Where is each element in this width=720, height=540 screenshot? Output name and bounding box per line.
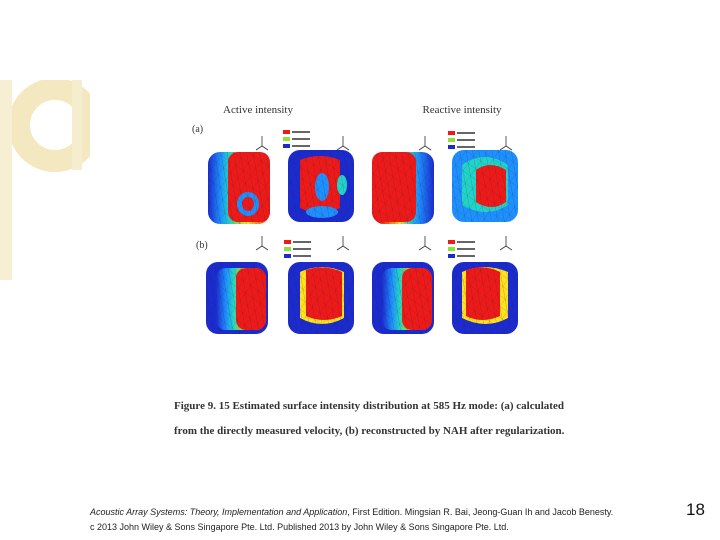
figure-caption-line-1: Figure 9. 15 Estimated surface intensity… — [174, 400, 564, 412]
footer-citation-line-2: c 2013 John Wiley & Sons Singapore Pte. … — [90, 522, 509, 532]
panel-a-reactive-2 — [452, 150, 518, 222]
footer-citation-rest: , First Edition. Mingsian R. Bai, Jeong-… — [347, 507, 614, 517]
panel-b-active-2 — [288, 262, 354, 334]
column-header-reactive: Reactive intensity — [422, 104, 502, 116]
panel-b-active-1 — [206, 262, 268, 334]
figure-caption-line-2: from the directly measured velocity, (b)… — [174, 425, 565, 437]
panel-b-reactive-2 — [452, 262, 518, 334]
page-number: 18 — [686, 500, 705, 519]
axis-icons — [255, 136, 513, 251]
panel-a-active-2 — [288, 150, 354, 222]
decorative-ring — [0, 80, 90, 280]
row-label-b: (b) — [196, 240, 208, 251]
book-title: Acoustic Array Systems: Theory, Implemen… — [90, 507, 348, 517]
row-label-a: (a) — [192, 124, 204, 135]
panel-b-reactive-1 — [372, 262, 434, 334]
legend-swatches — [283, 130, 475, 258]
panel-a-active-1 — [208, 152, 270, 224]
footer-citation-line-1: Acoustic Array Systems: Theory, Implemen… — [90, 507, 613, 517]
panel-a-reactive-1 — [372, 152, 434, 224]
column-header-active: Active intensity — [223, 104, 293, 116]
